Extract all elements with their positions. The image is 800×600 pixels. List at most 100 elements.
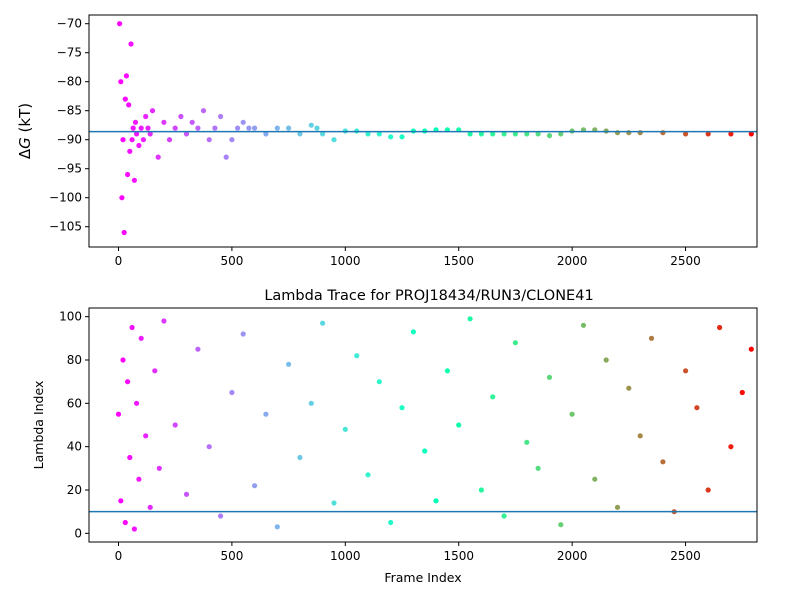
lambda-trace-point — [240, 331, 246, 337]
lambda-trace-point — [592, 476, 598, 482]
delta-g-point — [218, 113, 224, 120]
delta-g-point — [683, 131, 689, 137]
lambda-trace-point — [342, 426, 348, 432]
delta-g-point — [131, 177, 137, 183]
delta-g-point — [501, 131, 507, 137]
delta-g-points — [117, 21, 754, 236]
lambda-trace-point — [161, 318, 167, 324]
delta-g-point — [558, 131, 564, 137]
lambda-trace-y-tick-label: 100 — [59, 310, 82, 324]
lambda-trace-x-tick-label: 2000 — [557, 549, 588, 563]
delta-g-point — [331, 137, 337, 143]
lambda-trace-point — [683, 368, 689, 374]
lambda-trace-point — [120, 357, 126, 363]
lambda-trace-point — [569, 411, 575, 417]
lambda-trace-axes-frame — [88, 307, 758, 543]
delta-g-y-tick-label: −85 — [57, 104, 82, 118]
delta-g-point — [365, 131, 371, 137]
lambda-trace-y-tick-label: 40 — [67, 440, 82, 454]
lambda-trace-point — [660, 459, 666, 465]
lambda-trace-x-tick-label: 2500 — [670, 549, 701, 563]
delta-g-point — [297, 131, 303, 137]
delta-g-point — [161, 119, 167, 125]
delta-g-y-tick-label: −75 — [57, 46, 82, 60]
delta-g-point — [119, 195, 125, 201]
lambda-trace-point — [115, 411, 122, 417]
delta-g-point — [748, 131, 754, 137]
delta-g-point — [128, 41, 134, 47]
delta-g-y-ticks: −105 −100 −95 −90 −85 −80 −75 −70 — [49, 17, 89, 234]
delta-g-point — [140, 137, 146, 143]
lambda-trace-point — [433, 498, 439, 504]
lambda-trace-point — [136, 476, 142, 482]
lambda-trace-point — [122, 519, 128, 526]
delta-g-point — [314, 125, 320, 131]
delta-g-point — [286, 125, 292, 131]
lambda-trace-point — [297, 454, 303, 461]
lambda-trace-point — [218, 513, 224, 519]
delta-g-y-tick-label: −70 — [57, 17, 82, 31]
lambda-trace-y-axis-label: Lambda Index — [31, 381, 46, 470]
lambda-trace-y-tick-label: 80 — [67, 353, 82, 367]
lambda-trace-point — [546, 374, 553, 380]
delta-g-point — [127, 148, 133, 154]
delta-g-x-tick-label: 500 — [220, 254, 243, 268]
delta-g-panel: 0 500 1000 1500 2000 2500 −105 −100 −95 −90 −85 −8… — [16, 14, 758, 268]
delta-g-point — [126, 102, 132, 108]
delta-g-point — [274, 125, 280, 131]
delta-g-y-tick-label: −105 — [49, 220, 82, 234]
lambda-trace-point — [286, 361, 292, 367]
delta-g-point — [223, 154, 229, 160]
delta-g-point — [118, 79, 124, 85]
lambda-trace-point — [524, 439, 530, 445]
delta-g-point — [524, 131, 530, 137]
lambda-trace-point — [206, 444, 212, 450]
lambda-trace-point — [478, 487, 484, 493]
lambda-trace-point — [376, 379, 382, 385]
delta-g-y-axis-label: ΔG (kT) — [16, 103, 34, 159]
delta-g-x-ticks: 0 500 1000 1500 2000 2500 — [115, 247, 701, 268]
lambda-trace-point — [147, 504, 153, 510]
delta-g-y-tick-label: −90 — [57, 133, 82, 147]
lambda-trace-point — [131, 526, 137, 532]
delta-g-axes-frame — [88, 14, 758, 248]
delta-g-point — [123, 73, 129, 79]
lambda-trace-x-tick-label: 0 — [115, 549, 123, 563]
lambda-trace-title: Lambda Trace for PROJ18434/RUN3/CLONE41 — [264, 288, 593, 304]
delta-g-point — [145, 125, 151, 131]
lambda-trace-point — [152, 368, 158, 374]
delta-g-x-tick-label: 2000 — [557, 254, 588, 268]
delta-g-point — [121, 229, 127, 236]
delta-g-point — [308, 122, 314, 128]
lambda-trace-y-tick-label: 20 — [67, 483, 82, 497]
lambda-trace-point — [422, 448, 428, 454]
delta-g-point — [149, 108, 156, 114]
lambda-trace-point — [365, 472, 371, 478]
lambda-trace-point — [143, 433, 149, 439]
lambda-trace-point — [637, 433, 643, 439]
lambda-trace-point — [263, 411, 269, 417]
delta-g-point — [388, 134, 394, 140]
lambda-trace-point — [748, 346, 754, 352]
lambda-trace-point — [467, 316, 473, 322]
lambda-trace-point — [512, 340, 519, 346]
delta-g-point — [183, 131, 190, 137]
delta-g-point — [147, 131, 153, 137]
delta-g-x-tick-label: 1500 — [443, 254, 474, 268]
delta-g-point — [320, 131, 326, 137]
delta-g-point — [129, 137, 135, 143]
lambda-trace-point — [134, 400, 140, 406]
delta-g-point — [172, 125, 178, 131]
lambda-trace-point — [456, 422, 462, 428]
lambda-trace-point — [614, 504, 621, 510]
lambda-trace-point — [229, 389, 235, 396]
delta-g-point — [189, 119, 195, 125]
delta-g-point — [120, 137, 126, 143]
lambda-trace-point — [274, 524, 280, 530]
delta-g-point — [166, 137, 173, 143]
delta-g-point — [143, 113, 149, 120]
delta-g-point — [122, 96, 128, 102]
delta-g-x-tick-label: 2500 — [670, 254, 701, 268]
delta-g-point — [132, 119, 139, 125]
lambda-trace-panel: Lambda Trace for PROJ18434/RUN3/CLONE41 … — [31, 288, 758, 585]
